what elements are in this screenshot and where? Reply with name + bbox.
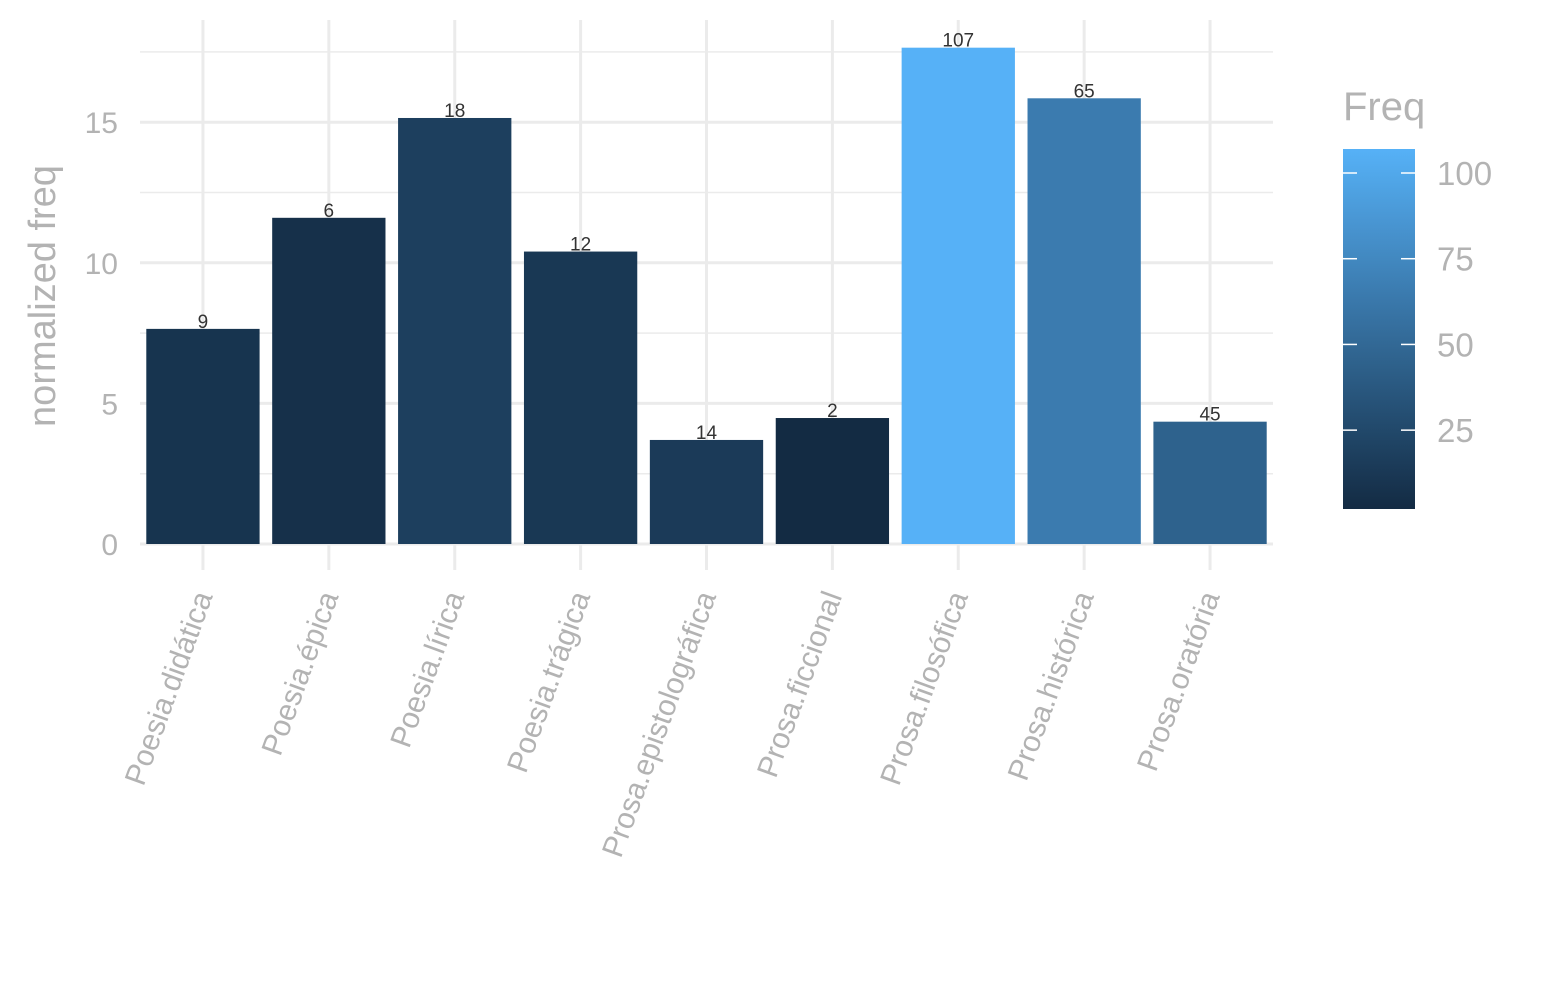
y-axis-ticks: 0 5 10 15 xyxy=(85,107,118,562)
x-tick-label: Prosa.ficcional xyxy=(751,587,849,782)
bar-label: 2 xyxy=(827,401,838,422)
bar xyxy=(901,47,1015,544)
bar xyxy=(775,418,890,544)
y-axis-title: normalized freq xyxy=(22,165,64,427)
bar-label: 65 xyxy=(1074,81,1095,102)
bar xyxy=(146,328,260,544)
x-tick-label: Prosa.oratória xyxy=(1131,587,1227,776)
x-tick-label: Poesia.trágica xyxy=(501,587,597,777)
legend-colorbar xyxy=(1343,149,1415,509)
y-tick-label: 0 xyxy=(101,529,118,562)
y-tick-label: 5 xyxy=(101,388,118,421)
bar xyxy=(649,439,764,544)
bar-label: 107 xyxy=(942,31,974,52)
x-tick-label: Prosa.epistolográfica xyxy=(596,587,723,862)
bar xyxy=(398,117,512,545)
bars xyxy=(146,47,1267,545)
bar-label: 45 xyxy=(1199,405,1220,426)
y-tick-label: 10 xyxy=(85,248,118,281)
bar xyxy=(272,217,386,545)
bar xyxy=(523,251,638,544)
bar-label: 9 xyxy=(198,312,209,333)
x-tick-label: Prosa.filosófica xyxy=(874,587,975,790)
bar-label: 12 xyxy=(570,235,591,256)
legend-title: Freq xyxy=(1343,85,1425,129)
x-tick-label: Poesia.didática xyxy=(119,587,220,790)
bar xyxy=(1027,98,1141,544)
y-tick-label: 15 xyxy=(85,107,118,140)
x-tick-label: Poesia.lírica xyxy=(384,587,471,752)
legend-tick-label: 100 xyxy=(1437,155,1492,192)
bar-label: 14 xyxy=(696,423,718,444)
legend: Freq 25 50 75 100 xyxy=(1343,85,1492,509)
bar xyxy=(1153,421,1267,544)
bar-labels: 9 6 18 12 14 2 107 65 45 xyxy=(198,31,1221,444)
legend-tick-label: 25 xyxy=(1437,412,1474,449)
legend-tick-label: 75 xyxy=(1437,241,1474,278)
x-tick-label: Poesia.épica xyxy=(256,587,346,760)
x-axis-ticks: Poesia.didática Poesia.épica Poesia.lírica… xyxy=(119,587,1227,862)
x-tick-label: Prosa.histórica xyxy=(1002,587,1101,785)
legend-ticks: 25 50 75 100 xyxy=(1343,155,1492,449)
legend-tick-label: 50 xyxy=(1437,326,1474,363)
bar-label: 6 xyxy=(324,201,335,222)
bar-label: 18 xyxy=(444,101,465,122)
